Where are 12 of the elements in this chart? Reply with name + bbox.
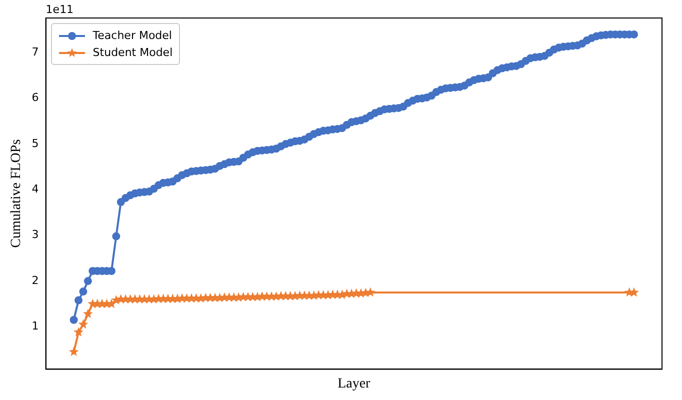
y-tick-label: 3 <box>32 228 39 242</box>
y-tick-label: 2 <box>32 274 39 287</box>
legend-label: Student Model <box>92 46 173 59</box>
x-axis-title: Layer <box>338 376 371 392</box>
y-tick-label: 1 <box>32 320 39 333</box>
y-axis-title: Cumulative FLOPs <box>9 139 24 248</box>
y-tick-label: 6 <box>32 91 39 104</box>
y-tick-label: 4 <box>32 182 39 196</box>
y-tick-label: 5 <box>32 136 39 150</box>
legend-label: Teacher Model <box>92 29 172 42</box>
y-tick-label: 7 <box>32 46 39 59</box>
text: 1e11 <box>46 3 74 16</box>
